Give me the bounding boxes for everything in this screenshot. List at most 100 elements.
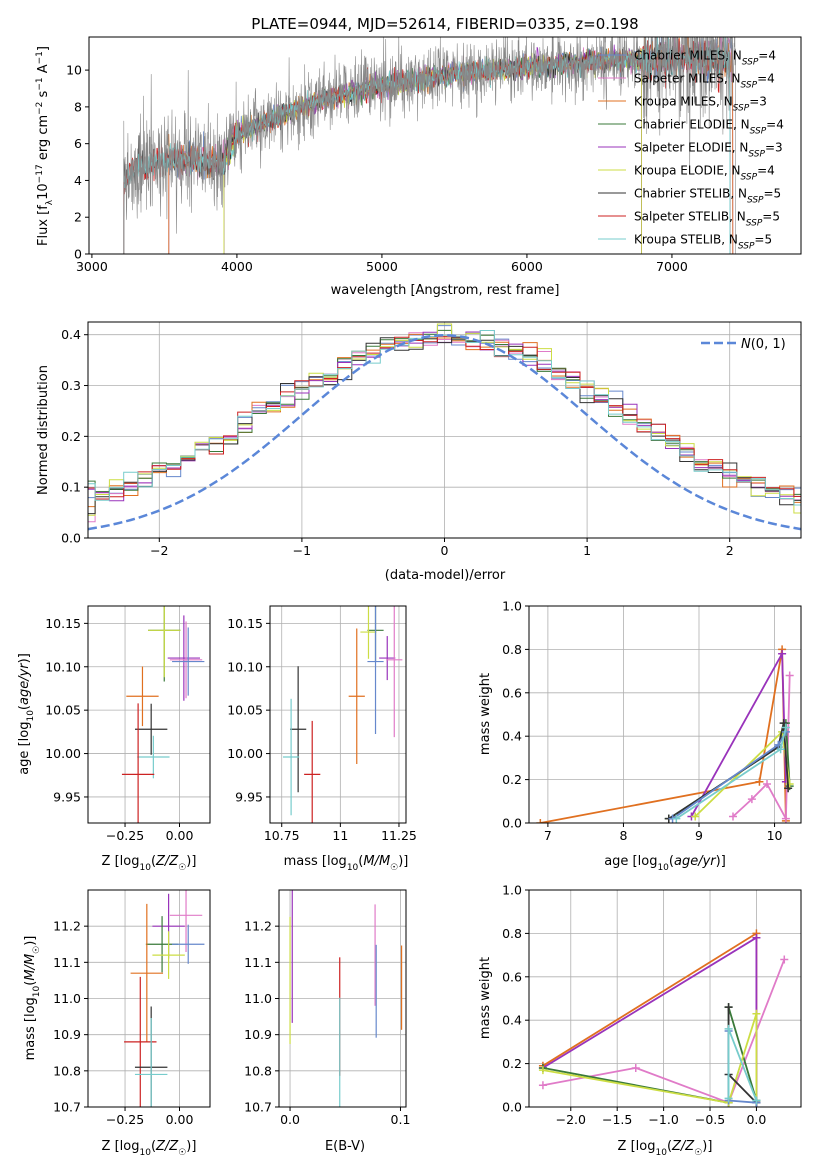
y-tick-label: 0.2 xyxy=(502,772,522,787)
text-run: −1 xyxy=(35,77,45,90)
text-run: ( xyxy=(23,981,38,986)
text-run: Salpeter ELODIE, N xyxy=(634,141,748,155)
x-tick-label: 7000 xyxy=(656,259,688,274)
text-run: ( xyxy=(151,1139,156,1154)
x-tick-label: 9 xyxy=(695,828,703,843)
weight-line-0 xyxy=(542,932,758,1103)
text-run: Salpeter STELIB, N xyxy=(634,210,746,224)
weight-marker xyxy=(724,1024,733,1033)
y-axis-label: Normed distribution xyxy=(36,365,51,495)
x-tick-label: −1.5 xyxy=(602,1112,632,1127)
text-run: 10 xyxy=(347,863,359,873)
y-tick-label: 0.4 xyxy=(502,1013,522,1028)
weight-marker xyxy=(778,649,787,658)
axes-frame xyxy=(87,605,211,824)
text-run: 10 xyxy=(26,710,36,722)
x-tick-label: 0.0 xyxy=(280,1112,300,1127)
ebv-mass-axes: 0.0 0.1 10.7 10.8 10.9 11.0 11.1 11.2 xyxy=(244,889,411,1127)
spectrum-series-9 xyxy=(123,37,736,254)
x-axis-label: wavelength [Angstrom, rest frame] xyxy=(331,283,560,298)
text-run: 10 xyxy=(36,183,51,200)
weight-line-4 xyxy=(542,1012,758,1104)
x-axis-label: Z [log10(Z/Z☉)] xyxy=(102,854,197,873)
legend-label: Salpeter ELODIE, NSSP=3 xyxy=(634,141,783,160)
text-run: Flux [f xyxy=(36,205,51,246)
text-run: Chabrier MILES, N xyxy=(634,49,742,63)
text-run: SSP xyxy=(733,104,750,114)
text-run: Kroupa ELODIE, N xyxy=(634,164,741,178)
y-tick-label: 0.4 xyxy=(61,327,81,342)
legend-label: Chabrier STELIB, NSSP=5 xyxy=(634,187,781,206)
weight-marker xyxy=(752,1096,761,1105)
y-tick-label: 10.05 xyxy=(45,703,81,718)
text-run: Kroupa MILES, N xyxy=(634,95,733,109)
text-run: Z/Z xyxy=(155,1139,179,1154)
plot-area xyxy=(124,890,205,1107)
plot-area xyxy=(283,606,403,823)
x-tick-label: 6000 xyxy=(511,259,543,274)
text-run: age [log xyxy=(17,722,32,775)
text-run: age/yr xyxy=(17,662,32,705)
x-tick-label: −0.25 xyxy=(106,1112,144,1127)
text-run: −17 xyxy=(35,164,45,183)
x-tick-label: 3000 xyxy=(76,259,108,274)
x-tick-label: 10.75 xyxy=(264,828,300,843)
x-tick-label: 0.0 xyxy=(746,1112,766,1127)
x-tick-label: −0.5 xyxy=(695,1112,725,1127)
text-run: 10 xyxy=(139,1148,151,1158)
text-run: Z/Z xyxy=(155,854,179,869)
text-run: SSP xyxy=(741,173,758,183)
weight-marker xyxy=(538,1081,547,1090)
y-tick-label: 11.1 xyxy=(53,955,81,970)
y-tick-label: 10.9 xyxy=(244,1027,272,1042)
weight-marker xyxy=(763,779,771,788)
x-tick-label: 1 xyxy=(583,543,591,558)
text-run: )] xyxy=(716,854,726,869)
y-tick-label: 10.8 xyxy=(53,1063,81,1078)
text-run: ☉ xyxy=(694,1148,702,1158)
text-run: ( xyxy=(669,854,674,869)
x-tick-label: 2 xyxy=(726,543,734,558)
text-run: 10 xyxy=(32,985,42,997)
text-run: ☉ xyxy=(390,863,398,873)
x-axis-label: mass [log10(M/M☉)] xyxy=(284,854,409,873)
weight-marker xyxy=(729,812,737,821)
plot-area xyxy=(121,606,205,823)
y-tick-label: 10.00 xyxy=(227,746,263,761)
y-axis-label: Flux [fλ10−17 erg cm−2 s−1 A−1] xyxy=(35,46,55,246)
weight-marker xyxy=(776,745,785,754)
text-run: )] xyxy=(398,854,408,869)
x-tick-label: 8 xyxy=(619,828,627,843)
text-run: M/M xyxy=(23,954,38,981)
text-run: Z [log xyxy=(102,854,140,869)
y-tick-label: 10 xyxy=(66,63,82,78)
weight-marker xyxy=(752,933,761,942)
x-tick-label: 0.00 xyxy=(166,828,194,843)
text-run: ] xyxy=(36,46,51,51)
weight-marker xyxy=(724,1094,733,1103)
text-run: 10 xyxy=(139,863,151,873)
text-run: Z [log xyxy=(618,1139,656,1154)
plot-area xyxy=(123,37,736,254)
x-tick-label: 11.25 xyxy=(381,828,417,843)
axes-frame xyxy=(88,36,802,255)
text-run: )] xyxy=(17,653,32,663)
x-tick-label: 0.1 xyxy=(391,1112,411,1127)
y-tick-label: 1.0 xyxy=(502,599,522,614)
y-axis-label: mass weight xyxy=(478,957,493,1039)
mass-age-axes: 10.75 11 11.25 9.95 10.00 10.05 10.10 10.15 xyxy=(227,605,417,843)
text-run: SSP xyxy=(747,196,764,206)
y-tick-label: 11.2 xyxy=(53,919,81,934)
y-tick-label: 0.3 xyxy=(61,378,81,393)
y-axis-label: mass weight xyxy=(478,673,493,755)
weight-marker xyxy=(755,777,764,786)
histogram-step-8 xyxy=(88,330,801,506)
legend-label: Salpeter MILES, NSSP=4 xyxy=(634,72,775,91)
text-run: ( xyxy=(151,854,156,869)
text-run: )] xyxy=(702,1139,712,1154)
text-run: −2 xyxy=(35,102,45,115)
text-run: M/M xyxy=(363,854,390,869)
weight-marker xyxy=(691,812,700,821)
